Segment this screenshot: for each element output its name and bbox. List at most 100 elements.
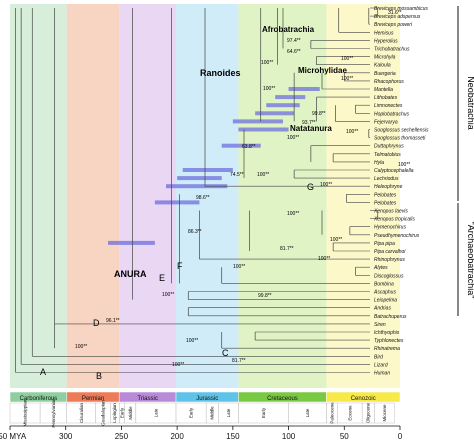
support-label: 97.4** — [287, 38, 301, 44]
confidence-bar — [238, 127, 289, 132]
support-label: 100** — [330, 237, 342, 243]
taxon-label: Hymenochirus — [374, 225, 406, 231]
neobatrachia-label: Neobatrachia — [466, 76, 474, 130]
taxon-label: Trichobatrachus — [374, 47, 410, 53]
period-label: Carboniferous — [20, 396, 58, 402]
axis-tick-label: 250 — [115, 432, 129, 441]
taxon-label: Hoplobatrachus — [374, 111, 410, 117]
taxon-label: Human — [374, 371, 390, 377]
confidence-bar — [266, 103, 300, 108]
period-box — [326, 391, 401, 403]
node-letters: A B C D E F G — [40, 182, 314, 381]
period-band — [10, 4, 67, 388]
taxon-label: Discoglossus — [374, 273, 404, 279]
taxon-label: Rhacophorus — [374, 79, 404, 85]
taxon-label: Pseudhymenochirus — [374, 233, 420, 239]
taxon-label: Batrachuperus — [374, 314, 407, 320]
epoch-label: Cisuralian — [79, 403, 84, 424]
taxon-label: Pipa carvalhoi — [374, 249, 406, 255]
taxon-label: Limnonectes — [374, 103, 403, 109]
taxon-label: Breviceps adspersus — [374, 14, 421, 20]
epoch-label: Paleocene — [330, 402, 335, 424]
support-label: 99.8** — [312, 111, 326, 117]
clade-label-microhylidae: Microhylidae — [298, 66, 347, 75]
confidence-bar — [275, 95, 306, 100]
support-label: 100** — [287, 211, 299, 217]
confidence-bar — [166, 184, 228, 189]
epoch-label: Middle — [210, 406, 215, 420]
epoch-label: Late — [153, 408, 158, 417]
taxon-label: Lithobates — [374, 95, 398, 101]
support-label: 100** — [75, 344, 87, 350]
period-band — [66, 4, 120, 388]
epoch-label: Early — [119, 407, 124, 418]
group-brackets: Neobatrachia "Archaeobatrachia" — [457, 6, 474, 316]
axis-tick-label: 200 — [170, 432, 184, 441]
axis-tick-label: 100 — [282, 432, 296, 441]
geologic-timescale: Carboniferous Permian Triassic Jurassic Cret… — [9, 391, 401, 428]
confidence-bar — [182, 168, 233, 172]
support-label: 100** — [341, 56, 353, 62]
clade-label-natatanura: Natatanura — [290, 124, 332, 133]
period-label: Cenozoic — [351, 396, 376, 402]
axis-tick-label: 50 — [340, 432, 349, 441]
epoch-label: Early — [189, 407, 194, 418]
epoch-label: Pennsylvanian — [51, 398, 56, 428]
node-letter-f: F — [177, 261, 183, 271]
taxon-label: Rhinatrema — [374, 346, 400, 352]
clade-label-ranoides: Ranoides — [200, 68, 241, 78]
clade-labels: Afrobatrachia Microhylidae Ranoides Nata… — [114, 25, 347, 279]
support-label: 100** — [261, 60, 273, 66]
node-letter-e: E — [159, 273, 165, 283]
node-letter-b: B — [96, 371, 102, 381]
taxon-label: Rhinophrynus — [374, 257, 405, 263]
epoch-label: Mississippian — [23, 399, 28, 426]
period-label: Jurassic — [196, 396, 218, 402]
taxon-label: Pelobates — [374, 200, 397, 206]
clade-label-afrobatrachia: Afrobatrachia — [262, 25, 315, 34]
confidence-bar — [221, 143, 261, 148]
taxon-label: Mantella — [374, 87, 393, 93]
support-label: 100** — [186, 338, 198, 344]
support-label: 74.5** — [230, 172, 244, 178]
confidence-bar — [255, 111, 295, 116]
axis-tick-label: 150 — [226, 432, 240, 441]
taxon-label: Breviceps mossambicus — [374, 6, 428, 12]
support-label: 86.3** — [188, 229, 202, 235]
axis-tick-label: 300 — [59, 432, 73, 441]
period-band — [119, 4, 177, 388]
support-label: 100** — [172, 362, 184, 368]
support-label: 100** — [233, 264, 245, 270]
taxon-label: Telmatobius — [374, 152, 401, 158]
taxon-label: Ichthyophis — [374, 330, 400, 336]
confidence-bar — [108, 240, 155, 245]
taxon-label: Calyptocephalella — [374, 168, 414, 174]
period-label: Permian — [82, 396, 104, 402]
node-letter-a: A — [40, 367, 46, 377]
taxon-label: Hyla — [374, 160, 384, 166]
taxon-label: Xenopus tropicalis — [373, 217, 415, 223]
support-label: 98.6** — [196, 195, 210, 201]
support-label: 100** — [398, 162, 410, 168]
epoch-label: Late — [226, 408, 231, 417]
node-letter-c: C — [222, 348, 229, 358]
confidence-bar — [154, 200, 200, 205]
node-letter-g: G — [307, 182, 314, 192]
taxon-label: Microhyla — [374, 55, 396, 61]
axis-tick-label: 0 — [398, 432, 403, 441]
support-label: 96.1** — [106, 318, 120, 324]
support-label: 100** — [257, 172, 269, 178]
taxon-label: Kaloula — [374, 63, 391, 69]
taxon-label: Duttaphrynus — [374, 144, 404, 150]
support-label: 81.7** — [280, 246, 294, 252]
taxon-label: Lechriodus — [374, 176, 399, 182]
taxon-label: Pipa pipa — [374, 241, 395, 247]
epoch-label: Middle — [128, 406, 133, 420]
time-axis: 350 MYA 300 250 200 150 100 50 0 — [0, 425, 403, 441]
epoch-box — [374, 402, 395, 424]
axis-tick-label: 350 MYA — [0, 432, 27, 441]
taxon-label: Heleophryne — [374, 184, 403, 190]
taxon-label: Bird — [374, 354, 383, 360]
epoch-label: Early — [261, 407, 266, 418]
